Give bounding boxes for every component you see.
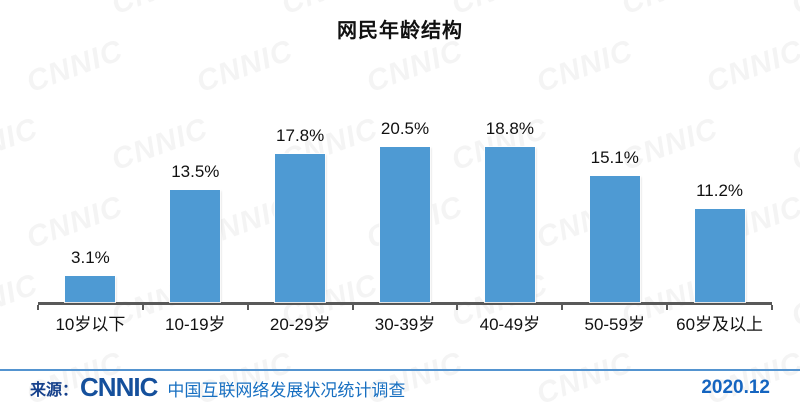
cnnic-watermark: CNNIC <box>787 112 800 178</box>
bar-value-label: 15.1% <box>590 148 639 168</box>
bar-column: 18.8% <box>457 119 562 302</box>
bar-value-label: 20.5% <box>380 119 430 138</box>
x-axis-label: 20-29岁 <box>269 315 331 334</box>
plot-area: 3.1% 13.5% 17.8% 20.5% 18.8% 15.1% 11.2% <box>37 119 773 310</box>
bars-row: 3.1% 13.5% 17.8% 20.5% 18.8% 15.1% 11.2% <box>38 119 772 302</box>
axis-tick <box>246 305 249 310</box>
bar-column: 15.1% <box>562 119 667 302</box>
footer: 来源： CNNIC 中国互联网络发展状况统计调查 2020.12 <box>0 369 800 405</box>
bar-column: 3.1% <box>38 119 143 302</box>
axis-tick <box>666 305 669 310</box>
x-axis-label: 60岁及以上 <box>676 315 764 334</box>
bar-value-label: 17.8% <box>276 125 325 145</box>
cnnic-watermark: CNNIC <box>532 34 638 100</box>
bar-value-label: 18.8% <box>485 119 534 138</box>
bar <box>65 276 116 302</box>
bar <box>380 147 430 302</box>
x-axis-label: 10岁以下 <box>55 315 126 334</box>
cnnic-watermark: CNNIC <box>192 34 298 100</box>
bar-value-label: 3.1% <box>71 248 110 268</box>
bar-column: 20.5% <box>353 119 458 302</box>
axis-tick <box>141 305 144 310</box>
cnnic-watermark: CNNIC <box>0 112 43 178</box>
cnnic-watermark: CNNIC <box>787 268 800 334</box>
cnnic-watermark: CNNIC <box>22 34 128 100</box>
bar <box>589 176 640 302</box>
cnnic-watermark: CNNIC <box>0 268 43 334</box>
source-text: 中国互联网络发展状况统计调查 <box>167 380 406 400</box>
chart-title: 网民年龄结构 <box>337 20 463 42</box>
bar <box>170 189 221 302</box>
axis-tick <box>561 305 564 310</box>
footer-date: 2020.12 <box>701 377 770 398</box>
x-axis-label: 50-59岁 <box>584 315 645 334</box>
axis-tick <box>456 305 459 310</box>
axis-tick <box>351 305 354 310</box>
x-axis-labels: 10岁以下 10-19岁 20-29岁 30-39岁 40-49岁 50-59岁 60岁及以… <box>38 310 772 335</box>
bar-value-label: 13.5% <box>171 161 220 181</box>
bar-column: 17.8% <box>248 119 353 302</box>
bar <box>275 153 326 302</box>
axis-tick <box>771 305 773 310</box>
bar-value-label: 11.2% <box>696 180 744 200</box>
cnnic-watermark: CNNIC <box>702 34 800 100</box>
bar <box>694 208 745 302</box>
x-axis-label: 40-49岁 <box>479 315 541 334</box>
source-label: 来源： <box>30 382 79 399</box>
cnnic-logo: CNNIC <box>80 371 158 402</box>
axis-tick <box>37 305 39 310</box>
cnnic-watermark: CNNIC <box>362 34 468 100</box>
bar-column: 13.5% <box>143 119 248 302</box>
x-axis-label: 10-19岁 <box>165 315 226 334</box>
bar <box>484 147 535 302</box>
x-axis-label: 30-39岁 <box>374 315 436 334</box>
bar-column: 11.2% <box>667 119 772 302</box>
